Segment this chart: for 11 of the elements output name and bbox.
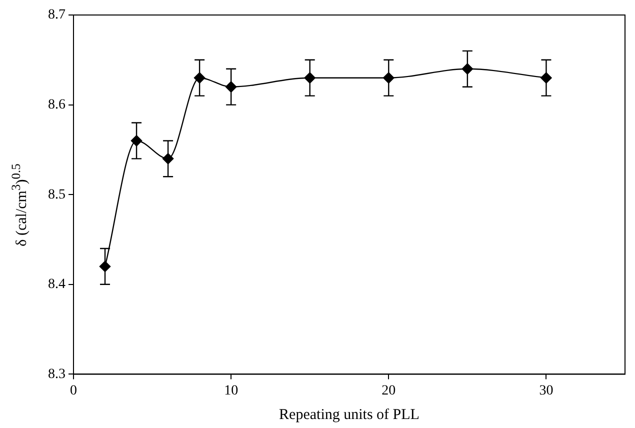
x-tick-label: 30 bbox=[539, 383, 554, 398]
y-tick-label: 8.3 bbox=[48, 366, 66, 382]
x-tick-label: 20 bbox=[382, 383, 396, 398]
y-tick-label: 8.7 bbox=[48, 8, 66, 23]
point bbox=[130, 135, 142, 146]
y-tick-label: 8.6 bbox=[48, 97, 66, 112]
y-tick-label: 8.4 bbox=[48, 277, 66, 292]
x-axis-title: Repeating units of PLL bbox=[279, 406, 420, 423]
y-tick-label: 8.5 bbox=[48, 187, 66, 202]
x-tick-label: 0 bbox=[70, 383, 77, 398]
x-tick-label: 10 bbox=[224, 383, 238, 398]
